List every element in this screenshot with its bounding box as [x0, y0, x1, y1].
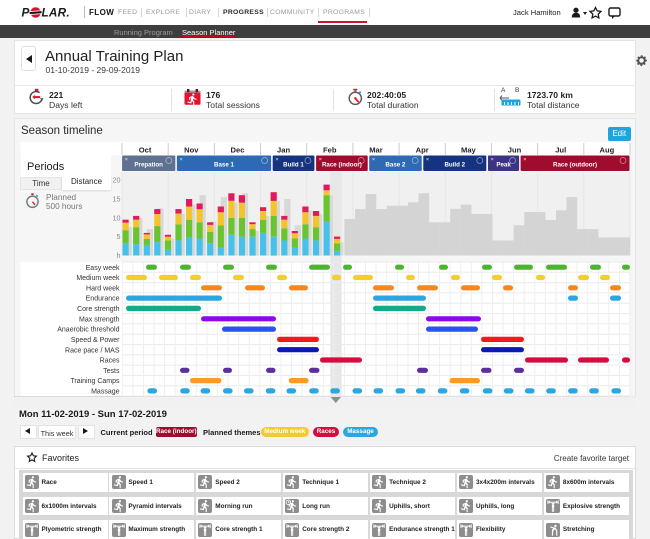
- svg-text:Mar: Mar: [369, 146, 383, 155]
- svg-text:Race pace / MAS: Race pace / MAS: [65, 347, 120, 354]
- svg-text:Jun: Jun: [508, 146, 522, 155]
- svg-text:Build 2: Build 2: [444, 162, 465, 169]
- svg-text:Peak: Peak: [496, 162, 511, 169]
- svg-text:×: ×: [275, 157, 278, 163]
- svg-text:Anaerobic threshold: Anaerobic threshold: [57, 327, 119, 334]
- svg-text:P: P: [22, 6, 30, 19]
- svg-text:×: ×: [491, 157, 494, 163]
- svg-text:Speed & Power: Speed & Power: [71, 337, 120, 344]
- svg-text:20: 20: [113, 176, 121, 185]
- svg-text:Hard week: Hard week: [86, 285, 120, 292]
- svg-text:×: ×: [523, 157, 526, 163]
- svg-text:×: ×: [125, 157, 128, 163]
- svg-text:Training Camps: Training Camps: [70, 378, 120, 385]
- svg-text:Apr: Apr: [416, 146, 429, 155]
- svg-text:Massage: Massage: [91, 389, 120, 396]
- svg-text:Oct: Oct: [139, 146, 152, 155]
- svg-text:Jan: Jan: [277, 146, 290, 155]
- svg-text:×: ×: [319, 157, 322, 163]
- svg-text:Core strength: Core strength: [77, 306, 120, 313]
- svg-text:5: 5: [117, 232, 121, 241]
- svg-text:×: ×: [372, 157, 375, 163]
- svg-text:h: h: [117, 251, 121, 260]
- svg-text:Feb: Feb: [323, 146, 337, 155]
- svg-text:May: May: [461, 146, 477, 155]
- svg-text:×: ×: [426, 157, 429, 163]
- svg-text:Jul: Jul: [555, 146, 566, 155]
- svg-text:Build 1: Build 1: [283, 162, 304, 169]
- svg-text:15: 15: [113, 195, 121, 204]
- svg-text:Base 2: Base 2: [385, 162, 406, 169]
- svg-text:Races: Races: [100, 358, 120, 365]
- svg-text:Nov: Nov: [184, 146, 199, 155]
- svg-text:Tests: Tests: [103, 368, 120, 375]
- svg-text:Race (outdoor): Race (outdoor): [553, 162, 597, 169]
- svg-text:Race (indoor): Race (indoor): [322, 162, 362, 169]
- svg-text:10: 10: [113, 213, 121, 222]
- svg-text:Dec: Dec: [231, 146, 245, 155]
- svg-text:Aug: Aug: [600, 146, 615, 155]
- svg-text:Easy week: Easy week: [86, 265, 120, 272]
- svg-text:×: ×: [179, 157, 182, 163]
- svg-text:Prepation: Prepation: [134, 162, 163, 169]
- svg-text:Medium week: Medium week: [76, 275, 120, 282]
- svg-text:Endurance: Endurance: [86, 296, 120, 303]
- svg-text:Base 1: Base 1: [214, 162, 235, 169]
- svg-text:LAR.: LAR.: [42, 6, 70, 19]
- svg-text:Max strength: Max strength: [79, 316, 120, 323]
